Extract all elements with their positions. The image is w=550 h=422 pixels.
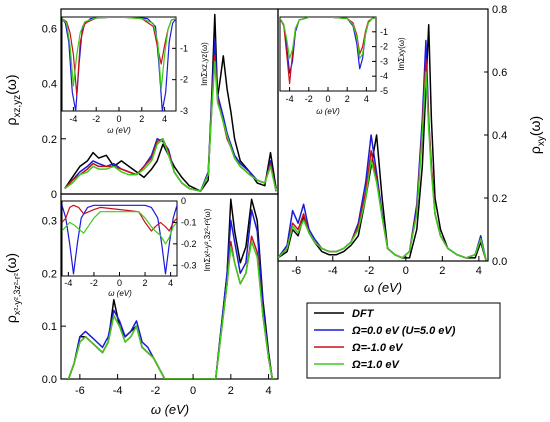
xtick-label-xy: 4 <box>476 265 482 277</box>
ytick-label-xzyz: 0.2 <box>42 134 57 146</box>
inset-xy-ylabel: ImΣxy(ω) <box>397 37 406 71</box>
xtick-label-xy: 0 <box>403 265 409 277</box>
xtick-label-inset_eg: -2 <box>90 278 98 288</box>
xtick-label-inset_xzyz: 2 <box>139 114 144 124</box>
xtick-label-eg: 2 <box>228 385 234 397</box>
legend-label-p1: Ω=1.0 eV <box>351 359 400 371</box>
xtick-label-eg: -4 <box>113 385 123 397</box>
series-line-inset_eg-U5 <box>62 204 177 275</box>
ytick-label-xy: 0.0 <box>492 256 507 268</box>
xtick-label-inset_xy: 2 <box>345 94 350 104</box>
series-line-inset_xzyz-U5 <box>62 17 176 111</box>
xtick-label-xy: -4 <box>328 265 338 277</box>
inset-eg-ylabel: ImΣx²-y²,3z²-r²(ω) <box>203 208 212 271</box>
inset-xy-xlabel: ω (eV) <box>316 107 340 116</box>
ytick-label-xy: 0.4 <box>492 130 507 142</box>
xtick-label-inset_xy: 0 <box>325 94 330 104</box>
ytick-label-inset_xzyz: -2 <box>180 75 188 85</box>
inset-eg-xlabel: ω (eV) <box>108 289 132 298</box>
series-line-inset_eg-p1 <box>62 211 177 245</box>
ytick-label-eg: 0.1 <box>42 321 57 333</box>
ytick-label-xzyz: 0.6 <box>42 23 57 35</box>
ytick-label-inset_xy: -1 <box>380 27 388 37</box>
ytick-label-inset_xy: -4 <box>380 71 388 81</box>
legend-label-DFT: DFT <box>352 308 375 320</box>
inset-xzyz-frame <box>61 16 177 112</box>
inset-xy-frame <box>279 16 377 92</box>
ytick-label-xzyz: 0 <box>51 189 57 201</box>
ytick-label-inset_xy: -3 <box>380 56 388 66</box>
xtick-label-eg: 0 <box>190 385 196 397</box>
xtick-label-xy: -6 <box>291 265 301 277</box>
xtick-label-inset_xy: 4 <box>364 94 369 104</box>
ytick-label-xzyz: 0.4 <box>42 79 57 91</box>
ytick-label-inset_eg: -0.2 <box>181 239 197 249</box>
ytick-label-xy: 0.6 <box>492 67 507 79</box>
ytick-label-inset_eg: 0 <box>181 196 186 206</box>
ytick-label-inset_xzyz: -1 <box>180 43 188 53</box>
xtick-label-inset_xzyz: -2 <box>92 114 100 124</box>
ytick-label-eg: 0.3 <box>42 215 57 227</box>
ytick-label-inset_eg: -0.3 <box>181 260 197 270</box>
xtick-label-xy: -2 <box>364 265 374 277</box>
series-line-eg-p1 <box>67 240 274 379</box>
plot-inset-xy: -1 -2 -3 -4 -5 -4 -2 0 2 4 <box>280 17 388 104</box>
ylabel-xy: ρxy(ω) <box>527 116 547 154</box>
xtick-label-eg: 4 <box>266 385 272 397</box>
legend-label-U5: Ω=0.0 eV (U=5.0 eV) <box>351 325 456 337</box>
series-line-inset_xzyz-m1 <box>62 17 176 96</box>
xlabel-xy: ω (eV) <box>364 280 402 295</box>
plot-xzyz: 0.6 0.4 0.2 0 <box>42 13 277 201</box>
xtick-label-inset_eg: -4 <box>64 278 72 288</box>
legend-label-m1: Ω=-1.0 eV <box>351 342 404 354</box>
xtick-label-inset_xzyz: 0 <box>116 114 121 124</box>
plot-inset-eg: 0 -0.1 -0.2 -0.3 -4 -2 0 2 4 <box>62 196 197 288</box>
series-line-xzyz-DFT <box>64 13 277 192</box>
ytick-label-xy: 0.8 <box>492 4 507 16</box>
series-line-xzyz-p1 <box>64 60 277 192</box>
series-line-inset_xy-p1 <box>280 17 376 60</box>
inset-eg-frame <box>61 200 178 277</box>
xtick-label-inset_xzyz: 4 <box>162 114 167 124</box>
series-line-xy-p1 <box>278 71 487 261</box>
xtick-label-inset_eg: 2 <box>143 278 148 288</box>
ytick-label-xy: 0.2 <box>492 193 507 205</box>
inset-xzyz-ylabel: ImΣxz,yz(ω) <box>200 42 209 86</box>
xtick-label-inset_xzyz: -4 <box>69 114 77 124</box>
xtick-label-inset_xy: -4 <box>286 94 294 104</box>
legend: DFT Ω=0.0 eV (U=5.0 eV) Ω=-1.0 eV Ω=1.0 eV <box>306 302 501 379</box>
xtick-label-inset_eg: 0 <box>117 278 122 288</box>
xtick-label-inset_eg: 4 <box>168 278 173 288</box>
ytick-label-eg: 0.0 <box>42 374 57 386</box>
plot-eg: 0.3 0.2 0.1 0.0 -6 -4 -2 0 2 4 <box>42 198 274 397</box>
inset-xzyz-xlabel: ω (eV) <box>107 126 131 135</box>
xtick-label-xy: 2 <box>439 265 445 277</box>
ytick-label-inset_eg: -0.1 <box>181 217 197 227</box>
series-line-inset_xzyz-p1 <box>62 17 176 90</box>
ylabel-eg: ρx²-y²,3z²-r²(ω) <box>3 253 22 323</box>
ytick-label-inset_xy: -2 <box>380 42 388 52</box>
series-line-eg-U5 <box>67 209 274 379</box>
ytick-label-inset_xzyz: -3 <box>180 106 188 116</box>
xtick-label-inset_xy: -2 <box>305 94 313 104</box>
xlabel-eg: ω (eV) <box>151 402 189 417</box>
xtick-label-eg: -2 <box>150 385 160 397</box>
plot-inset-xzyz: -1 -2 -3 -4 -2 0 2 4 <box>62 17 188 124</box>
ylabel-xzyz: ρxz,yz(ω) <box>3 74 23 125</box>
xtick-label-eg: -6 <box>75 385 85 397</box>
ytick-label-eg: 0.2 <box>42 268 57 280</box>
ytick-label-inset_xy: -5 <box>380 86 388 96</box>
plot-xy: 0.8 0.6 0.4 0.2 0.0 -6 -4 -2 0 2 4 <box>278 4 507 277</box>
